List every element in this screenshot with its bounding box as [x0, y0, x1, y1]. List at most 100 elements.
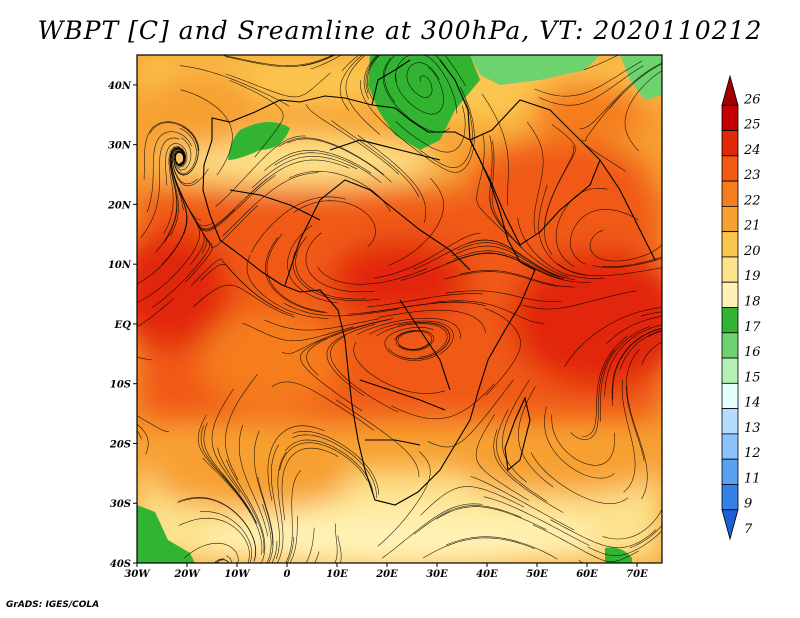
lon-tick-label: 30E: [426, 569, 448, 580]
colorbar-swatch: [721, 307, 739, 334]
streamline: [626, 385, 648, 500]
streamline: [271, 381, 375, 431]
streamline: [146, 131, 192, 213]
streamline: [397, 331, 433, 351]
lon-tick-label: 20E: [375, 569, 398, 580]
streamline: [600, 326, 651, 422]
lat-tick-label: 40N: [108, 81, 132, 92]
streamline: [137, 423, 149, 455]
streamline: [291, 434, 377, 499]
streamline: [436, 506, 547, 531]
streamline: [484, 308, 521, 396]
colorbar-swatch: [721, 130, 739, 157]
streamline: [226, 459, 266, 563]
streamline: [341, 55, 360, 72]
streamline: [580, 94, 626, 172]
streamline: [453, 250, 564, 280]
colorbar-swatch: [721, 484, 739, 511]
streamline: [583, 55, 620, 70]
streamline: [137, 298, 174, 361]
colorbar-swatch: [721, 458, 739, 485]
streamline: [264, 150, 372, 174]
map-frame: [136, 54, 663, 564]
streamline: [467, 239, 576, 280]
streamline: [203, 422, 257, 524]
streamline: [289, 516, 298, 563]
streamline: [224, 55, 336, 68]
streamline: [526, 121, 544, 235]
streamline: [222, 172, 319, 236]
lon-tick-label: 20W: [173, 569, 201, 580]
colorbar-label: 18: [744, 295, 761, 310]
streamline: [475, 414, 529, 501]
streamline: [602, 464, 662, 540]
streamline: [326, 324, 375, 396]
streamlines: [137, 55, 662, 563]
streamline: [180, 89, 233, 176]
streamline: [229, 80, 284, 158]
streamline: [287, 138, 392, 183]
streamline: [419, 98, 473, 168]
streamline: [177, 184, 214, 283]
streamline: [611, 327, 662, 407]
streamline: [470, 476, 575, 531]
streamline: [251, 196, 346, 253]
streamline: [266, 234, 326, 313]
lat-tick-label: EQ: [114, 320, 132, 331]
streamline: [384, 55, 448, 103]
streamline: [173, 127, 197, 175]
streamline: [378, 309, 486, 333]
streamline: [281, 447, 339, 521]
streamline: [257, 476, 274, 563]
streamline: [496, 409, 548, 502]
streamline: [215, 135, 306, 207]
streamline: [317, 266, 428, 285]
streamline: [445, 290, 562, 303]
streamline: [444, 271, 559, 287]
colorbar-label: 12: [744, 446, 761, 461]
streamline: [137, 188, 188, 285]
streamline: [517, 217, 605, 279]
lat-tick-label: 10N: [108, 260, 132, 271]
streamline: [530, 452, 629, 505]
streamline: [300, 337, 363, 412]
streamline: [353, 342, 445, 394]
streamline: [177, 497, 256, 562]
streamline: [359, 80, 437, 165]
lat-tick-label: 30N: [108, 141, 132, 152]
streamline: [274, 152, 382, 183]
colorbar-swatch: [721, 382, 739, 410]
streamline: [305, 232, 376, 293]
streamline: [200, 425, 257, 525]
colorbar-swatch: [721, 433, 739, 460]
streamline: [337, 535, 342, 563]
streamline: [570, 209, 639, 265]
streamline: [163, 146, 187, 234]
streamline: [267, 425, 325, 501]
streamline: [183, 542, 239, 563]
streamline: [155, 147, 180, 253]
streamline: [436, 86, 475, 173]
streamline: [481, 93, 509, 206]
streamline: [165, 143, 188, 186]
lon-tick-label: 50E: [526, 569, 548, 580]
streamline: [241, 322, 354, 342]
colorbar-swatch: [721, 332, 739, 359]
streamline: [292, 251, 380, 301]
streamline: [640, 311, 662, 317]
streamline: [621, 379, 636, 493]
streamline: [279, 442, 368, 482]
streamline: [282, 318, 393, 354]
streamline: [357, 134, 427, 223]
colorbar-swatch: [721, 104, 739, 131]
streamline: [606, 316, 662, 345]
streamline: [197, 414, 251, 513]
streamline: [612, 328, 662, 400]
streamline: [305, 527, 315, 563]
colorbar-label: 25: [743, 118, 761, 133]
temperature-field: [137, 55, 662, 563]
streamline: [179, 65, 290, 107]
colorbar-label: 22: [743, 193, 761, 208]
streamline: [619, 330, 662, 370]
lon-tick-label: 70E: [626, 569, 648, 580]
